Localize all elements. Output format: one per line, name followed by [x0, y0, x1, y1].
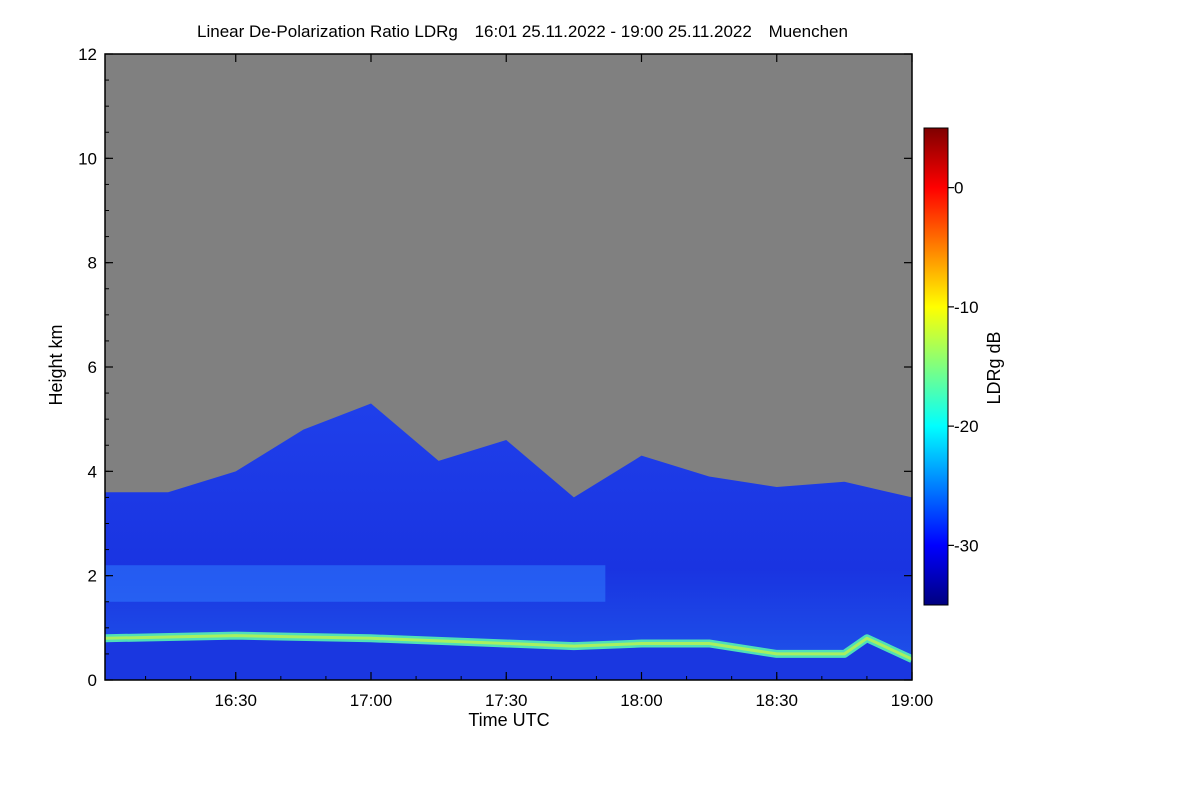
y-tick-label-4: 8 — [88, 254, 97, 273]
y-tick-label-3: 6 — [88, 358, 97, 377]
colorbar-label: LDRg dB — [984, 331, 1004, 404]
x-tick-label-3: 18:00 — [620, 691, 663, 710]
colorbar-tick-label-1: -10 — [954, 298, 979, 317]
x-axis: 16:30 17:00 17:30 18:00 18:30 19:00 — [145, 54, 934, 710]
x-tick-label-1: 17:00 — [350, 691, 393, 710]
cloud-region — [105, 403, 912, 680]
y-axis-label: Height km — [46, 324, 66, 405]
x-tick-label-4: 18:30 — [755, 691, 798, 710]
y-tick-label-2: 4 — [88, 462, 97, 481]
plot-area — [105, 54, 912, 680]
colorbar-ticks: 0 -10 -20 -30 — [948, 179, 979, 555]
y-axis: 0 2 4 6 8 10 12 — [78, 45, 912, 690]
x-tick-label-2: 17:30 — [485, 691, 528, 710]
y-tick-label-0: 0 — [88, 671, 97, 690]
colorbar-tick-label-2: -20 — [954, 417, 979, 436]
colorbar-gradient — [923, 127, 949, 606]
chart-title: Linear De-Polarization Ratio LDRg 16:01 … — [0, 22, 1045, 42]
boundary-layer-core — [105, 634, 912, 661]
chart-title-main: Linear De-Polarization Ratio LDRg — [197, 22, 458, 41]
colorbar-tick-label-0: 0 — [954, 179, 963, 198]
x-tick-label-0: 16:30 — [214, 691, 257, 710]
enhanced-layer — [105, 565, 606, 602]
y-tick-label-6: 12 — [78, 45, 97, 64]
chart-title-location: Muenchen — [768, 22, 848, 41]
y-tick-label-1: 2 — [88, 567, 97, 586]
colorbar-tick-label-3: -30 — [954, 536, 979, 555]
y-tick-label-5: 10 — [78, 149, 97, 168]
colorbar: 0 -10 -20 -30 LDRg dB — [923, 127, 1004, 606]
x-axis-label: Time UTC — [468, 710, 549, 730]
x-tick-label-5: 19:00 — [891, 691, 934, 710]
chart-title-period: 16:01 25.11.2022 - 19:00 25.11.2022 — [474, 22, 752, 41]
